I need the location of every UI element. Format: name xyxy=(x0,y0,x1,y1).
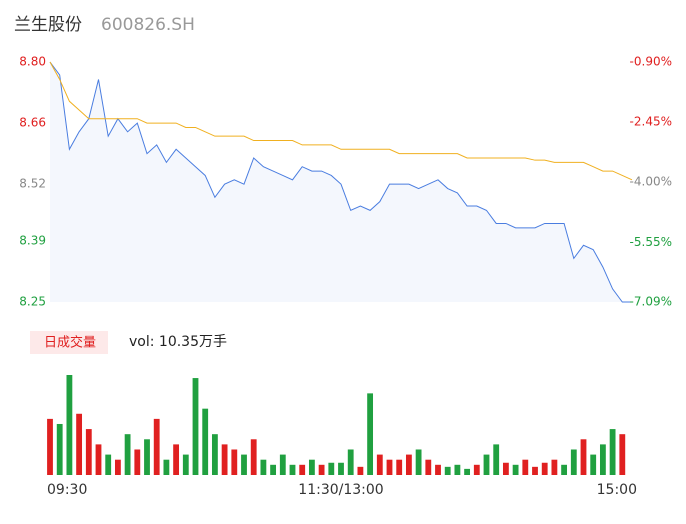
x-tick-label: 09:30 xyxy=(47,482,87,498)
volume-bar xyxy=(318,464,325,475)
volume-bar xyxy=(163,459,170,475)
volume-bar xyxy=(435,464,441,475)
volume-bar xyxy=(396,459,403,475)
volume-bar xyxy=(357,466,364,475)
volume-bar xyxy=(512,464,519,475)
y-tick-label: 8.66 xyxy=(19,116,46,130)
volume-bar xyxy=(502,462,509,475)
volume-bar xyxy=(386,459,393,475)
volume-bar xyxy=(241,454,247,475)
volume-bar xyxy=(367,393,374,475)
volume-bar xyxy=(289,464,296,475)
volume-bar xyxy=(580,439,587,475)
volume-bar xyxy=(85,429,92,475)
y-tick-label: 8.25 xyxy=(19,295,46,309)
volume-bar xyxy=(95,444,102,475)
y-tick-label: 8.80 xyxy=(19,55,46,69)
volume-bar xyxy=(56,423,63,475)
volume-bar xyxy=(202,408,209,475)
legend-box xyxy=(30,331,108,354)
volume-bar xyxy=(415,449,422,475)
volume-bar xyxy=(182,454,189,475)
volume-bar xyxy=(173,444,180,475)
volume-bar xyxy=(105,454,112,475)
volume-bar xyxy=(76,413,83,475)
volume-bar xyxy=(211,434,218,475)
legend: 日成交量 xyxy=(44,335,96,351)
volume-bar xyxy=(619,434,626,475)
volume-bar xyxy=(328,462,335,475)
volume-bar xyxy=(66,375,73,475)
stock-name: 兰生股份 xyxy=(14,15,82,35)
x-tick-label: 15:00 xyxy=(597,482,637,498)
volume-bar xyxy=(279,454,286,475)
volume-bar xyxy=(454,464,461,475)
volume-bar xyxy=(444,466,451,475)
stock-code: 600826.SH xyxy=(101,15,195,35)
y2-tick-label: -4.00% xyxy=(630,175,672,189)
volume-bar xyxy=(599,444,606,475)
volume-bar xyxy=(405,454,412,475)
volume-bar xyxy=(221,444,228,475)
volume-bar xyxy=(270,464,277,475)
volume-bar xyxy=(347,449,354,475)
y2-tick-label: -0.90% xyxy=(630,55,672,69)
line-avg xyxy=(49,61,633,181)
volume-bar xyxy=(153,418,160,475)
volume-bar xyxy=(192,378,199,475)
volume-bar xyxy=(231,449,238,475)
volume-bar xyxy=(47,418,53,475)
volume-bar xyxy=(144,439,150,475)
volume-bar xyxy=(260,459,267,475)
volume-bar xyxy=(124,434,131,475)
volume-bar xyxy=(541,462,548,475)
y-tick-label: 8.39 xyxy=(19,233,46,247)
volume-bar xyxy=(250,439,257,475)
volume-bar xyxy=(134,449,141,475)
volume-bar xyxy=(376,454,383,475)
volume-bar xyxy=(308,459,315,475)
volume-bar xyxy=(532,466,538,475)
volume-bar xyxy=(590,454,597,475)
x-tick-label: 11:30/13:00 xyxy=(298,482,383,498)
volume-bar xyxy=(570,449,577,475)
y2-tick-label: -7.09% xyxy=(630,295,672,309)
volume-bar xyxy=(522,459,529,475)
line-price xyxy=(49,61,632,303)
volume-bar xyxy=(493,444,500,475)
y-tick-label: 8.52 xyxy=(19,177,46,191)
volume-bar xyxy=(299,464,306,475)
volume-bar xyxy=(551,459,558,475)
price-area xyxy=(50,62,632,302)
volume-bar xyxy=(473,464,480,475)
y2-tick-label: -5.55% xyxy=(630,235,672,249)
y2-tick-label: -2.45% xyxy=(630,115,672,129)
volume-annotation: vol: 10.35万手 xyxy=(129,334,227,350)
volume-bar xyxy=(561,464,568,475)
volume-bar xyxy=(609,429,616,475)
volume-bar xyxy=(483,454,490,475)
volume-bar xyxy=(338,462,344,475)
volume-bar xyxy=(114,459,121,475)
volume-bar xyxy=(425,459,432,475)
volume-bar xyxy=(464,468,471,475)
